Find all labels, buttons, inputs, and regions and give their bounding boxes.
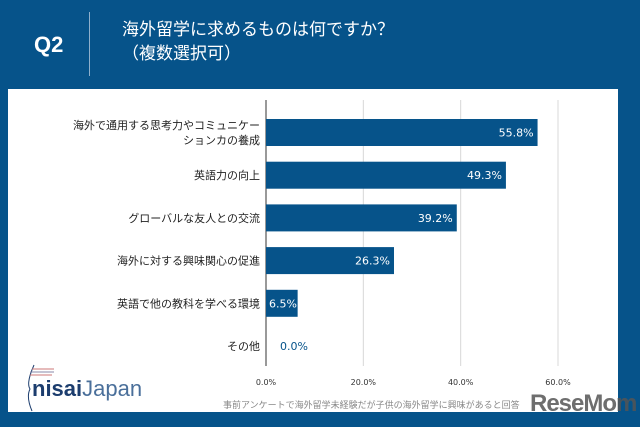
x-tick-label: 0.0%	[256, 378, 277, 387]
data-label: 0.0%	[280, 340, 308, 353]
category-label: ションカの養成	[183, 133, 260, 147]
chart-title: 海外留学に求めるものは何ですか？ （複数選択可）	[122, 18, 394, 66]
resemom-watermark: ReseMom	[530, 390, 637, 417]
x-tick-label: 40.0%	[448, 378, 474, 387]
category-label: グローバルな友人との交流	[128, 211, 260, 225]
bar	[266, 247, 394, 275]
category-label: 英語で他の教科を学べる環境	[117, 296, 260, 310]
x-tick-label: 60.0%	[545, 378, 571, 387]
category-label: 海外に対する興味関心の促進	[117, 254, 260, 268]
data-label: 39.2%	[418, 212, 453, 225]
nisai-japan-logo: nisaiJapan	[32, 376, 143, 401]
data-label: 49.3%	[467, 169, 502, 182]
data-label: 55.8%	[499, 127, 534, 140]
category-label: その他	[227, 340, 260, 353]
bar	[266, 204, 457, 232]
title-line-1: 海外留学に求めるものは何ですか？	[122, 20, 394, 40]
nisai-logo-icon	[27, 364, 54, 412]
data-label: 6.5%	[269, 297, 297, 310]
title-line-2: （複数選択可）	[122, 44, 241, 64]
data-label: 26.3%	[355, 255, 390, 268]
footnote: 事前アンケートで海外留学未経験だが子供の海外留学に興味があると回答	[223, 401, 520, 411]
x-tick-label: 20.0%	[351, 378, 377, 387]
bar	[266, 161, 506, 189]
question-number: Q2	[34, 32, 64, 57]
header-divider	[89, 12, 90, 76]
category-label: 英語力の向上	[194, 168, 260, 182]
category-label: 海外で通用する思考力やコミュニケー	[73, 118, 260, 132]
bar	[266, 289, 298, 317]
bar	[266, 119, 538, 146]
